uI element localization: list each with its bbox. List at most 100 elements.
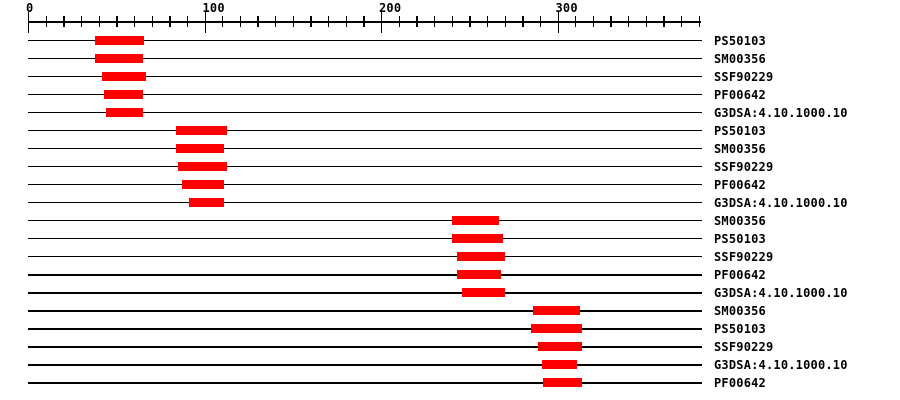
ruler-minor-tick (451, 16, 453, 27)
ruler-major-tick (204, 12, 206, 33)
domain-bar (456, 252, 505, 262)
ruler-minor-tick (610, 16, 612, 27)
ruler-minor-tick (698, 16, 701, 27)
ruler-minor-tick (257, 16, 259, 27)
row-label: PS50103 (714, 124, 766, 139)
ruler-minor-tick (133, 16, 136, 27)
ruler-major-tick (381, 12, 383, 33)
domain-bar (178, 162, 228, 172)
domain-bar (456, 270, 501, 280)
ruler-minor-tick (80, 16, 83, 27)
row-line (28, 112, 702, 114)
domain-bar (543, 378, 583, 388)
ruler-minor-tick (663, 16, 665, 27)
row-label: SSF90229 (714, 70, 774, 84)
ruler-minor-tick (433, 16, 436, 27)
row-line (28, 148, 702, 150)
domain-bar (188, 198, 224, 208)
ruler-minor-tick (539, 16, 542, 27)
domain-bar (181, 180, 224, 190)
row-label: G3DSA:4.10.1000.10 (714, 358, 848, 373)
row-label: SSF90229 (714, 250, 774, 265)
row-line (28, 184, 702, 186)
ruler-minor-tick (416, 16, 418, 27)
ruler-minor-tick (169, 16, 171, 27)
ruler-minor-tick (328, 16, 330, 27)
domain-bar (103, 90, 143, 100)
domain-bar (95, 54, 143, 63)
ruler-minor-tick (469, 16, 471, 27)
row-label: PS50103 (714, 34, 766, 48)
row-label: PS50103 (714, 232, 766, 247)
row-label: G3DSA:4.10.1000.10 (714, 196, 848, 211)
domain-bar (451, 234, 503, 244)
ruler-minor-tick (292, 16, 295, 27)
row-label: SSF90229 (714, 160, 774, 175)
ruler-tick-label: 200 (379, 1, 402, 15)
row-line (28, 292, 702, 294)
row-line (28, 274, 702, 276)
row-label: PF00642 (714, 178, 766, 193)
row-label: SM00356 (714, 52, 766, 66)
domain-bar (538, 342, 583, 352)
row-line (28, 220, 702, 222)
row-line (28, 256, 702, 258)
domain-bar (451, 216, 500, 226)
row-label: PS50103 (714, 322, 766, 337)
ruler-minor-tick (398, 16, 400, 27)
row-line (28, 202, 702, 204)
row-line (28, 328, 702, 330)
domain-bar (541, 360, 577, 370)
domain-bar (531, 324, 583, 334)
row-line (28, 364, 702, 366)
row-label: G3DSA:4.10.1000.10 (714, 286, 848, 301)
ruler-minor-tick (63, 16, 65, 27)
row-line (28, 40, 702, 42)
ruler-minor-tick (486, 16, 489, 27)
ruler-minor-tick (592, 16, 595, 27)
ruler-minor-tick (522, 16, 524, 27)
row-line (28, 76, 702, 78)
domain-bar (105, 108, 143, 118)
ruler-minor-tick (628, 16, 630, 27)
ruler-minor-tick (239, 16, 242, 27)
ruler-minor-tick (645, 16, 648, 27)
row-line (28, 310, 702, 312)
ruler-minor-tick (275, 16, 277, 27)
row-label: SM00356 (714, 304, 766, 319)
ruler-minor-tick (116, 16, 118, 27)
row-line (28, 238, 702, 240)
ruler-minor-tick (151, 16, 153, 27)
ruler-minor-tick (345, 16, 348, 27)
row-label: SSF90229 (714, 340, 774, 355)
ruler-minor-tick (575, 16, 577, 27)
row-label: SM00356 (714, 142, 766, 157)
ruler-minor-tick (681, 16, 683, 27)
row-label: PF00642 (714, 88, 766, 103)
row-line (28, 346, 702, 348)
domain-bar (176, 144, 224, 154)
ruler-minor-tick (363, 16, 365, 27)
domain-bar (176, 126, 228, 136)
ruler-major-tick (28, 12, 30, 33)
row-line (28, 166, 702, 168)
row-line (28, 382, 702, 384)
domain-bar (462, 288, 505, 298)
row-line (28, 94, 702, 96)
ruler-minor-tick (504, 16, 506, 27)
row-label: G3DSA:4.10.1000.10 (714, 106, 848, 121)
row-label: PF00642 (714, 268, 766, 283)
ruler-minor-tick (310, 16, 312, 27)
row-label: SM00356 (714, 214, 766, 229)
ruler-tick-label: 100 (202, 1, 225, 15)
ruler-minor-tick (186, 16, 189, 27)
row-label: PF00642 (714, 376, 766, 391)
domain-bar (532, 306, 581, 316)
ruler-tick-label: 300 (555, 1, 578, 15)
ruler-tick-label: 0 (26, 1, 34, 15)
ruler-major-tick (557, 12, 559, 33)
domain-bar (102, 72, 147, 81)
ruler-minor-tick (222, 16, 224, 27)
row-line (28, 130, 702, 132)
